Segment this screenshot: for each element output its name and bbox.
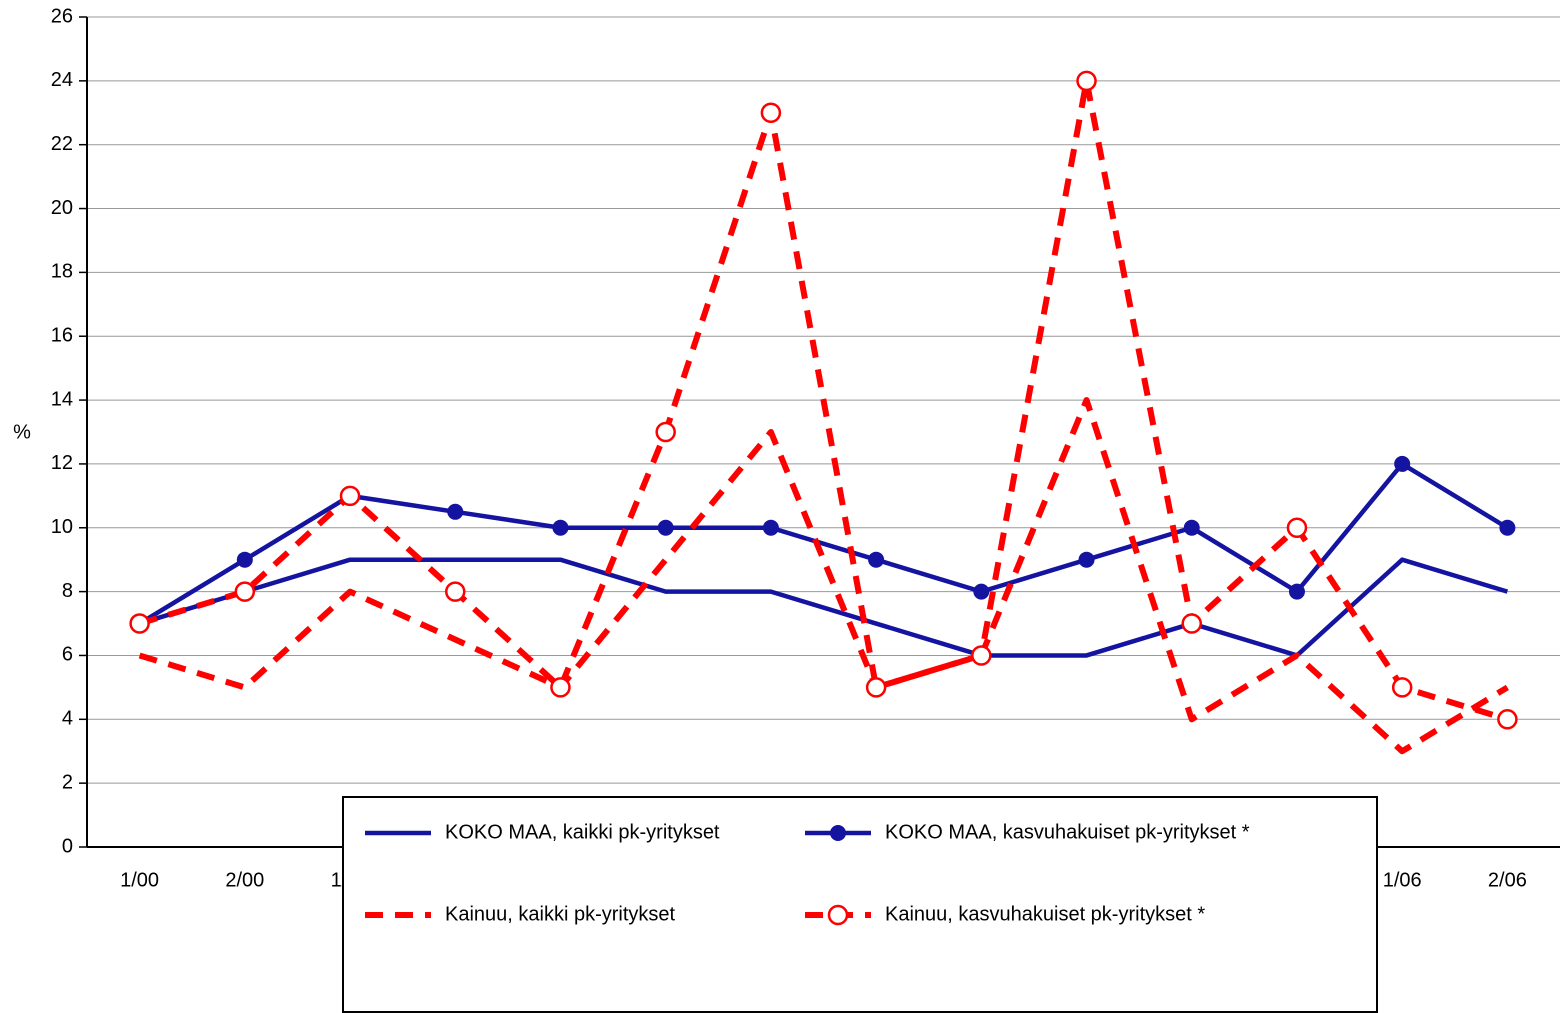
data-point xyxy=(236,551,253,568)
data-point xyxy=(447,503,464,520)
data-point xyxy=(1497,709,1518,730)
data-point xyxy=(1076,70,1097,92)
y-tick-label: 12 xyxy=(51,452,73,474)
data-point xyxy=(868,551,885,568)
series-line xyxy=(138,557,1509,658)
data-point xyxy=(1391,677,1413,698)
data-point xyxy=(1286,517,1308,539)
data-point xyxy=(339,485,361,507)
y-tick-label: 18 xyxy=(51,261,73,283)
data-point xyxy=(552,519,569,536)
data-point xyxy=(762,519,779,536)
data-point xyxy=(865,677,887,698)
series-line xyxy=(138,461,1509,626)
data-point xyxy=(655,421,676,443)
y-tick-label: 10 xyxy=(51,516,73,538)
data-point xyxy=(1181,613,1202,634)
y-tick-label: 22 xyxy=(51,133,73,155)
legend-marker xyxy=(827,904,849,926)
y-tick-label: 24 xyxy=(51,69,73,91)
data-point xyxy=(1183,519,1200,536)
data-point xyxy=(234,581,256,602)
legend-marker xyxy=(830,825,846,841)
y-tick-label: 4 xyxy=(62,708,73,730)
y-tick-label: 0 xyxy=(62,835,73,857)
x-tick-label: 1/00 xyxy=(120,869,159,891)
legend-label: KOKO MAA, kasvuhakuiset pk-yritykset * xyxy=(885,821,1250,843)
data-point xyxy=(1288,583,1305,600)
data-point xyxy=(760,102,782,124)
data-point xyxy=(1078,551,1095,568)
data-point xyxy=(550,677,571,698)
y-tick-label: 6 xyxy=(62,644,73,666)
y-tick-label: 14 xyxy=(51,388,73,410)
y-tick-label: 2 xyxy=(62,771,73,793)
data-point xyxy=(971,645,992,666)
data-point xyxy=(657,519,674,536)
x-tick-label: 2/00 xyxy=(225,869,264,891)
y-tick-label: 8 xyxy=(62,580,73,602)
x-tick-label: 1/06 xyxy=(1383,869,1422,891)
data-point xyxy=(445,581,466,602)
data-point xyxy=(1499,519,1516,536)
y-axis-label: % xyxy=(13,421,31,443)
legend-label: KOKO MAA, kaikki pk-yritykset xyxy=(445,821,720,843)
legend-label: Kainuu, kasvuhakuiset pk-yritykset * xyxy=(885,903,1205,925)
series-line xyxy=(138,77,1509,723)
x-tick-label: 2/06 xyxy=(1488,869,1527,891)
data-point xyxy=(973,583,990,600)
y-tick-label: 26 xyxy=(51,5,73,27)
y-tick-label: 20 xyxy=(51,197,73,219)
data-point xyxy=(1394,455,1411,472)
y-tick-label: 16 xyxy=(51,325,73,347)
data-point xyxy=(129,613,150,634)
legend-label: Kainuu, kaikki pk-yritykset xyxy=(445,903,676,925)
series-line xyxy=(138,397,1509,755)
